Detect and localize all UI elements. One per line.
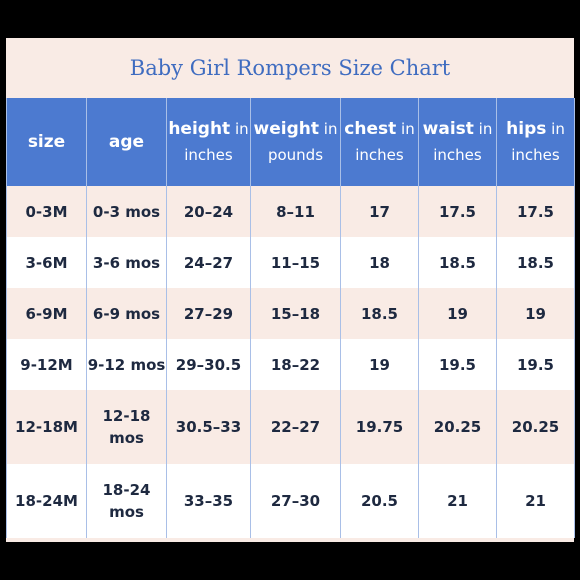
header-waist: waist in inches	[418, 98, 497, 186]
header-age: age	[86, 98, 167, 186]
cell-waist: 19	[418, 288, 497, 339]
cell-age: 9-12 mos	[86, 339, 167, 390]
table-row: 12-18M 12-18 mos 30.5–33 22–27 19.75 20.…	[6, 390, 575, 464]
cell-hips: 19.5	[496, 339, 575, 390]
cell-height: 24–27	[166, 237, 251, 288]
cell-hips: 18.5	[496, 237, 575, 288]
cell-hips: 20.25	[496, 390, 575, 464]
cell-height: 33–35	[166, 464, 251, 538]
cell-chest: 18	[340, 237, 419, 288]
table-row: 6-9M 6-9 mos 27–29 15–18 18.5 19 19	[6, 288, 575, 339]
table-row: 0-3M 0-3 mos 20–24 8–11 17 17.5 17.5	[6, 186, 575, 237]
size-chart: Baby Girl Rompers Size Chart size age he…	[6, 38, 575, 542]
cell-weight: 22–27	[250, 390, 341, 464]
cell-size: 12-18M	[6, 390, 87, 464]
cell-waist: 19.5	[418, 339, 497, 390]
header-chest-unit: in inches	[355, 120, 415, 164]
cell-weight: 8–11	[250, 186, 341, 237]
cell-waist: 17.5	[418, 186, 497, 237]
chart-title: Baby Girl Rompers Size Chart	[129, 56, 451, 80]
header-waist-unit: in inches	[433, 120, 493, 164]
cell-size: 3-6M	[6, 237, 87, 288]
cell-height: 29–30.5	[166, 339, 251, 390]
cell-hips: 21	[496, 464, 575, 538]
cell-weight: 18–22	[250, 339, 341, 390]
header-size: size	[6, 98, 87, 186]
cell-weight: 11–15	[250, 237, 341, 288]
header-hips-unit: in inches	[511, 120, 565, 164]
cell-hips: 19	[496, 288, 575, 339]
cell-age: 6-9 mos	[86, 288, 167, 339]
cell-weight: 15–18	[250, 288, 341, 339]
header-weight-unit: in pounds	[267, 120, 338, 164]
cell-height: 30.5–33	[166, 390, 251, 464]
table-row: 9-12M 9-12 mos 29–30.5 18–22 19 19.5 19.…	[6, 339, 575, 390]
cell-weight: 27–30	[250, 464, 341, 538]
cell-waist: 21	[418, 464, 497, 538]
cell-chest: 17	[340, 186, 419, 237]
cell-size: 0-3M	[6, 186, 87, 237]
cell-hips: 17.5	[496, 186, 575, 237]
table-row: 18-24M 18-24 mos 33–35 27–30 20.5 21 21	[6, 464, 575, 538]
header-height-unit: in inches	[184, 120, 249, 164]
cell-waist: 18.5	[418, 237, 497, 288]
header-weight: weight in pounds	[250, 98, 341, 186]
cell-waist: 20.25	[418, 390, 497, 464]
cell-size: 9-12M	[6, 339, 87, 390]
header-chest: chest in inches	[340, 98, 419, 186]
cell-age: 0-3 mos	[86, 186, 167, 237]
cell-chest: 19	[340, 339, 419, 390]
cell-height: 27–29	[166, 288, 251, 339]
cell-chest: 19.75	[340, 390, 419, 464]
cell-size: 18-24M	[6, 464, 87, 538]
header-hips: hips in inches	[496, 98, 575, 186]
header-row: size age height in inches weight in poun…	[6, 98, 575, 186]
cell-chest: 20.5	[340, 464, 419, 538]
cell-age: 18-24 mos	[86, 464, 167, 538]
header-height: height in inches	[166, 98, 251, 186]
cell-chest: 18.5	[340, 288, 419, 339]
cell-size: 6-9M	[6, 288, 87, 339]
cell-height: 20–24	[166, 186, 251, 237]
size-table: size age height in inches weight in poun…	[6, 98, 575, 538]
cell-age: 3-6 mos	[86, 237, 167, 288]
cell-age: 12-18 mos	[86, 390, 167, 464]
table-row: 3-6M 3-6 mos 24–27 11–15 18 18.5 18.5	[6, 237, 575, 288]
